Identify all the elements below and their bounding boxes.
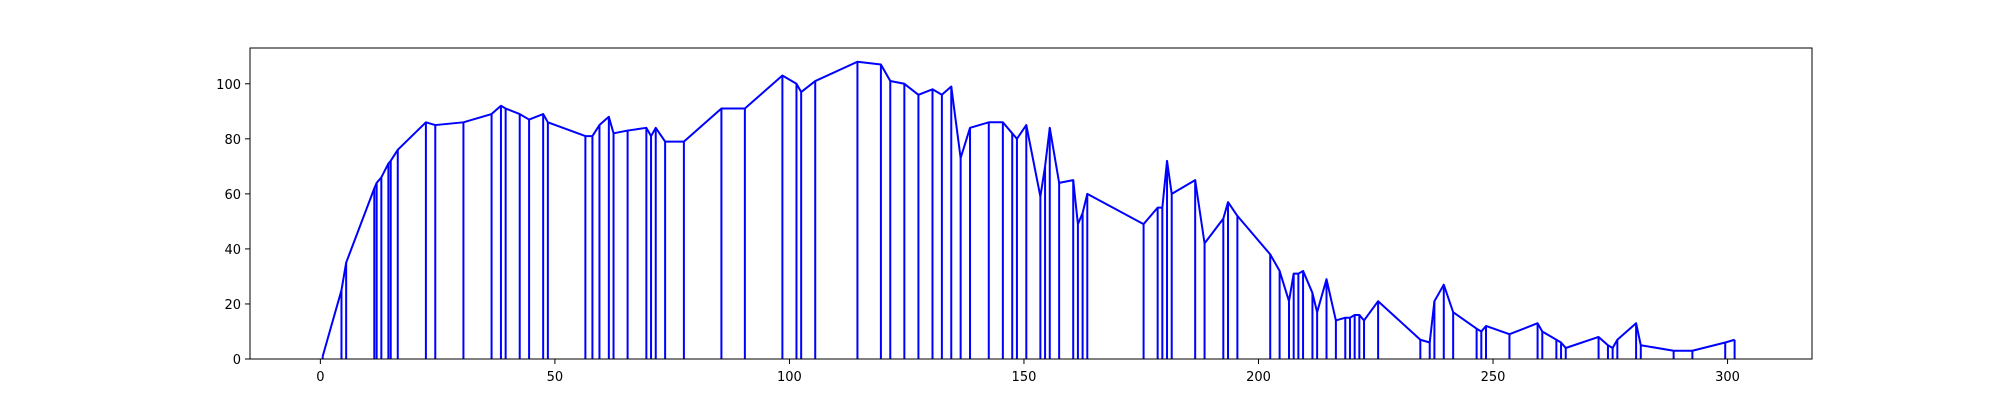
- x-tick-label: 50: [547, 370, 564, 385]
- y-tick-label: 40: [224, 243, 241, 258]
- x-tick-label: 300: [1715, 370, 1740, 385]
- y-tick-label: 20: [224, 298, 241, 313]
- x-tick-label: 150: [1012, 370, 1037, 385]
- axes-layer: 0 50 100 150 200 250 300 0 20 40 60 80 100: [216, 47, 1813, 385]
- x-tick-label: 250: [1481, 370, 1506, 385]
- y-tick-label: 60: [224, 188, 241, 203]
- x-tick-label: 0: [316, 370, 324, 385]
- y-tick-label: 100: [216, 78, 241, 93]
- x-tick-label: 200: [1246, 370, 1271, 385]
- y-tick-label: 80: [224, 133, 241, 148]
- y-tick-label: 0: [233, 353, 241, 368]
- x-tick-label: 100: [777, 370, 802, 385]
- axes-frame: [249, 47, 1813, 360]
- series-layer: [321, 60, 1736, 359]
- series-line: [321, 60, 1735, 357]
